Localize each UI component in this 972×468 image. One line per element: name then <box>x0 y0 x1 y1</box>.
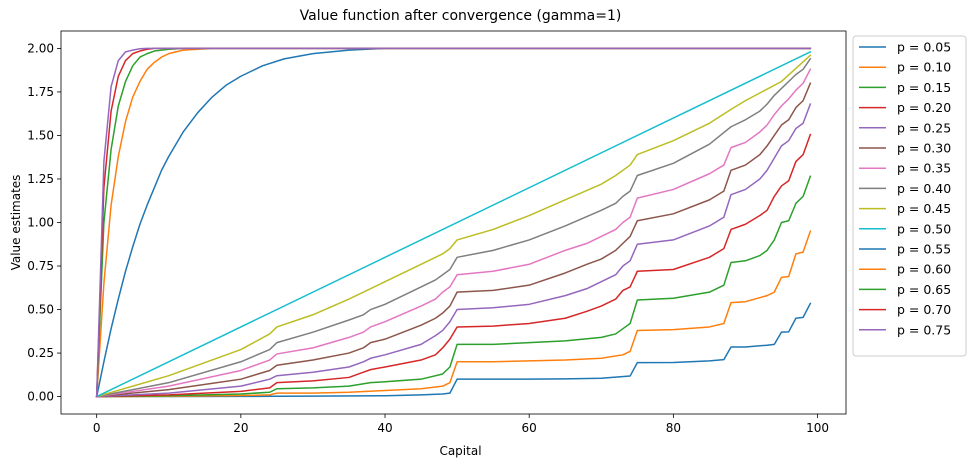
legend-label: p = 0.25 <box>897 120 951 135</box>
series-line-4 <box>95 103 812 398</box>
series-line-0 <box>95 302 812 398</box>
y-axis: 0.00 0.25 0.50 0.75 1.00 1.25 1.50 1.75 2.00 <box>27 41 61 404</box>
y-tick-label: 1.75 <box>27 85 54 99</box>
legend-label: p = 0.30 <box>897 141 951 156</box>
series-line-14 <box>95 47 812 398</box>
x-axis-label: Capital <box>439 444 481 458</box>
series-line-2 <box>95 175 812 398</box>
y-tick-label: 0.25 <box>27 346 54 360</box>
series-line-8 <box>95 54 812 398</box>
legend-label: p = 0.40 <box>897 181 951 196</box>
y-axis-label: Value estimates <box>9 175 23 271</box>
legend-label: p = 0.05 <box>897 40 951 55</box>
x-tick-label: 60 <box>522 421 537 435</box>
x-tick-label: 20 <box>233 421 248 435</box>
legend-label: p = 0.35 <box>897 161 951 176</box>
chart-title: Value function after convergence (gamma=… <box>300 8 622 24</box>
legend-label: p = 0.60 <box>897 262 951 277</box>
y-tick-label: 0.50 <box>27 303 54 317</box>
legend-label: p = 0.45 <box>897 201 951 216</box>
y-tick-label: 2.00 <box>27 41 54 55</box>
x-axis: 0 20 40 60 80 100 <box>93 414 829 435</box>
legend: p = 0.05 p = 0.10 p = 0.15 p = 0.20 p = 0.25… <box>852 35 967 357</box>
x-tick-label: 0 <box>93 421 101 435</box>
series-line-9 <box>95 50 812 398</box>
series-line-5 <box>95 82 812 398</box>
legend-label: p = 0.15 <box>897 80 951 95</box>
legend-label: p = 0.20 <box>897 100 951 115</box>
series-line-3 <box>95 133 812 398</box>
y-tick-label: 1.50 <box>27 128 54 142</box>
legend-label: p = 0.70 <box>897 302 951 317</box>
x-tick-label: 80 <box>666 421 681 435</box>
y-tick-label: 0.75 <box>27 259 54 273</box>
y-tick-label: 1.00 <box>27 216 54 230</box>
series-line-1 <box>95 230 812 398</box>
legend-label: p = 0.65 <box>897 282 951 297</box>
legend-label: p = 0.50 <box>897 221 951 236</box>
y-tick-label: 1.25 <box>27 172 54 186</box>
legend-label: p = 0.55 <box>897 242 951 257</box>
y-tick-label: 0.00 <box>27 390 54 404</box>
legend-label: p = 0.75 <box>897 322 951 337</box>
series-line-10 <box>95 47 812 398</box>
series-line-6 <box>95 68 812 398</box>
x-tick-label: 100 <box>806 421 829 435</box>
series-line-7 <box>95 57 812 398</box>
legend-box <box>852 35 967 357</box>
plot-lines <box>95 47 812 398</box>
legend-label: p = 0.10 <box>897 60 951 75</box>
x-tick-label: 40 <box>377 421 392 435</box>
